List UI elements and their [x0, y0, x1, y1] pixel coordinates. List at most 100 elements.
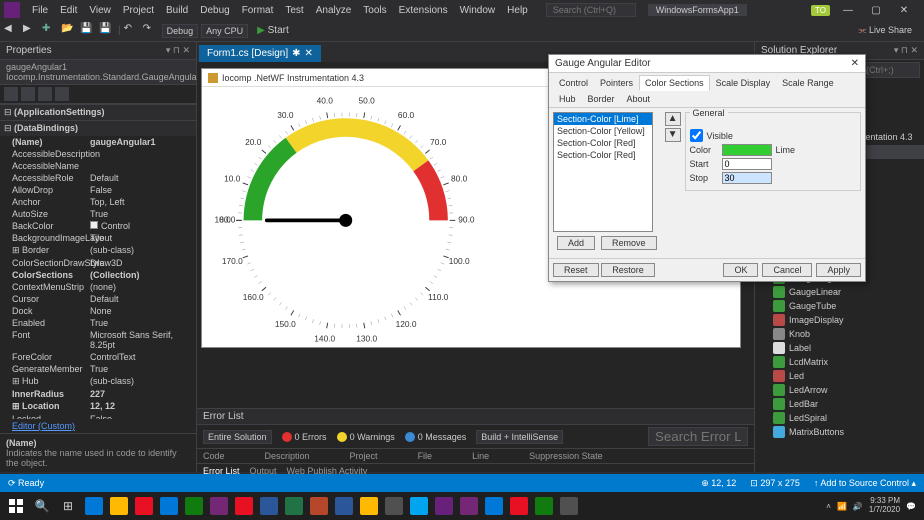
- taskbar-app[interactable]: [182, 494, 206, 518]
- redo-icon[interactable]: ↷: [143, 23, 159, 39]
- dialog-tab-pointers[interactable]: Pointers: [594, 75, 639, 91]
- properties-object[interactable]: gaugeAngular1 Iocomp.Instrumentation.Sta…: [0, 60, 196, 85]
- config-combo[interactable]: Debug: [162, 24, 199, 38]
- taskbar-app[interactable]: [532, 494, 556, 518]
- dialog-tab-color-sections[interactable]: Color Sections: [639, 75, 710, 91]
- dialog-tab-scale-display[interactable]: Scale Display: [710, 75, 777, 91]
- taskbar-app[interactable]: [132, 494, 156, 518]
- taskbar-app[interactable]: [482, 494, 506, 518]
- tray-notifications-icon[interactable]: 💬: [906, 502, 916, 511]
- visible-checkbox[interactable]: [690, 129, 703, 142]
- start-input[interactable]: [722, 158, 772, 170]
- errors-filter[interactable]: 0 Errors: [282, 432, 327, 442]
- color-swatch[interactable]: [722, 144, 772, 156]
- dialog-tab-hub[interactable]: Hub: [553, 91, 582, 107]
- platform-combo[interactable]: Any CPU: [201, 24, 248, 38]
- prop-name[interactable]: (Name)gaugeAngular1: [0, 136, 196, 148]
- taskbar-app[interactable]: [282, 494, 306, 518]
- toolbox-item-ledbar[interactable]: LedBar: [755, 397, 924, 411]
- status-source-control[interactable]: ↑ Add to Source Control ▴: [814, 478, 916, 489]
- taskbar-app[interactable]: [207, 494, 231, 518]
- toolbox-item-gaugelinear[interactable]: GaugeLinear: [755, 285, 924, 299]
- prop-anchor[interactable]: AnchorTop, Left: [0, 196, 196, 208]
- menu-project[interactable]: Project: [117, 3, 160, 18]
- solution-name[interactable]: WindowsFormsApp1: [648, 4, 747, 16]
- prop-location[interactable]: ⊞ Location12, 12: [0, 400, 196, 413]
- prop-colorsections[interactable]: ColorSections(Collection): [0, 269, 196, 281]
- open-icon[interactable]: 📂: [61, 23, 77, 39]
- taskbar-app[interactable]: [357, 494, 381, 518]
- menu-window[interactable]: Window: [454, 3, 502, 18]
- menu-debug[interactable]: Debug: [194, 3, 235, 18]
- search-icon[interactable]: 🔍: [30, 494, 54, 518]
- toolbox-item-matrixbuttons[interactable]: MatrixButtons: [755, 425, 924, 439]
- prop-forecolor[interactable]: ForeColorControlText: [0, 351, 196, 363]
- start-menu-button[interactable]: [4, 494, 28, 518]
- live-share[interactable]: ⫘ Live Share: [850, 25, 920, 36]
- remove-button[interactable]: Remove: [601, 236, 657, 250]
- dialog-tab-about[interactable]: About: [621, 91, 657, 107]
- start-button[interactable]: Start: [251, 24, 295, 37]
- user-badge[interactable]: TO: [811, 5, 830, 16]
- back-icon[interactable]: ◀: [4, 23, 20, 39]
- save-all-icon[interactable]: 💾: [99, 23, 115, 39]
- prop-accessiblerole[interactable]: AccessibleRoleDefault: [0, 172, 196, 184]
- dialog-close-icon[interactable]: ✕: [851, 58, 859, 69]
- taskbar-app[interactable]: [307, 494, 331, 518]
- taskbar-app[interactable]: [82, 494, 106, 518]
- categorize-icon[interactable]: [4, 87, 18, 101]
- properties-grid[interactable]: (ApplicationSettings)(DataBindings)(Name…: [0, 104, 196, 419]
- new-icon[interactable]: ✚: [42, 23, 58, 39]
- prop-backgroundimagelayout[interactable]: BackgroundImageLayoutTile: [0, 232, 196, 244]
- alpha-icon[interactable]: [21, 87, 35, 101]
- save-icon[interactable]: 💾: [80, 23, 96, 39]
- prop-border[interactable]: ⊞ Border(sub-class): [0, 244, 196, 257]
- toolbox-item-label[interactable]: Label: [755, 341, 924, 355]
- dialog-tab-control[interactable]: Control: [553, 75, 594, 91]
- prop-contextmenustrip[interactable]: ContextMenuStrip(none): [0, 281, 196, 293]
- section-item[interactable]: Section-Color [Red]: [554, 149, 652, 161]
- tab-form1-design[interactable]: Form1.cs [Design]✱✕: [199, 45, 321, 62]
- menu-search[interactable]: [546, 3, 636, 17]
- menu-analyze[interactable]: Analyze: [310, 3, 358, 18]
- warnings-filter[interactable]: 0 Warnings: [337, 432, 395, 442]
- props-icon[interactable]: [38, 87, 52, 101]
- task-view-icon[interactable]: ⊞: [56, 494, 80, 518]
- close-button[interactable]: ✕: [894, 5, 914, 16]
- reset-button[interactable]: Reset: [553, 263, 599, 277]
- maximize-button[interactable]: ▢: [866, 5, 886, 16]
- prop-cursor[interactable]: CursorDefault: [0, 293, 196, 305]
- cancel-button[interactable]: Cancel: [762, 263, 812, 277]
- editor-custom-link[interactable]: Editor (Custom): [0, 419, 196, 433]
- taskbar-app[interactable]: [332, 494, 356, 518]
- prop-innerradius[interactable]: InnerRadius227: [0, 388, 196, 400]
- taskbar-app[interactable]: [107, 494, 131, 518]
- taskbar-app[interactable]: [157, 494, 181, 518]
- tray-up-icon[interactable]: ˄: [826, 502, 831, 511]
- tray-network-icon[interactable]: 📶: [837, 502, 847, 511]
- prop-dock[interactable]: DockNone: [0, 305, 196, 317]
- tab-close-icon[interactable]: ✕: [305, 48, 313, 59]
- minimize-button[interactable]: —: [838, 5, 858, 16]
- prop-allowdrop[interactable]: AllowDropFalse: [0, 184, 196, 196]
- dialog-tab-scale-range[interactable]: Scale Range: [776, 75, 840, 91]
- taskbar-app[interactable]: [232, 494, 256, 518]
- tray-clock[interactable]: 9:33 PM1/7/2020: [869, 497, 900, 515]
- prop-generatemember[interactable]: GenerateMemberTrue: [0, 363, 196, 375]
- tray-volume-icon[interactable]: 🔊: [853, 502, 863, 511]
- taskbar-app[interactable]: [382, 494, 406, 518]
- add-button[interactable]: Add: [557, 236, 595, 250]
- menu-extensions[interactable]: Extensions: [393, 3, 454, 18]
- prop-accessibledescription[interactable]: AccessibleDescription: [0, 148, 196, 160]
- taskbar-app[interactable]: [507, 494, 531, 518]
- prop-colorsectiondrawstyle[interactable]: ColorSectionDrawStyleDraw3D: [0, 257, 196, 269]
- menu-build[interactable]: Build: [160, 3, 194, 18]
- events-icon[interactable]: [55, 87, 69, 101]
- menu-format[interactable]: Format: [236, 3, 280, 18]
- toolbox-item-led[interactable]: Led: [755, 369, 924, 383]
- messages-filter[interactable]: 0 Messages: [405, 432, 467, 442]
- prop-backcolor[interactable]: BackColorControl: [0, 220, 196, 232]
- prop-accessiblename[interactable]: AccessibleName: [0, 160, 196, 172]
- taskbar-app[interactable]: [407, 494, 431, 518]
- menu-edit[interactable]: Edit: [54, 3, 83, 18]
